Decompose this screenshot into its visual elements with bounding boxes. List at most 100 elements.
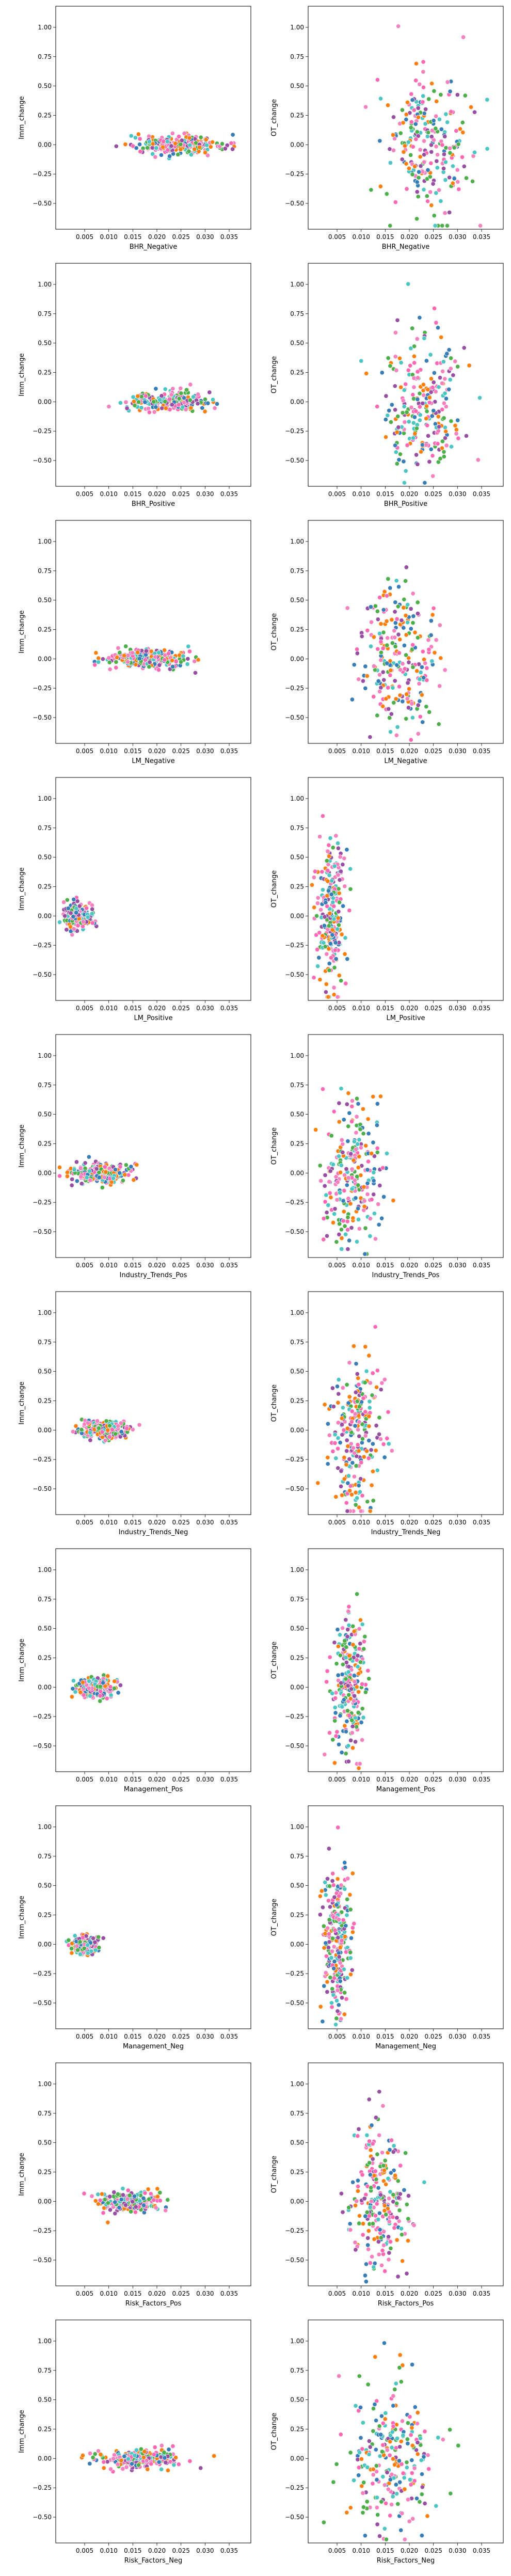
data-point (150, 151, 155, 156)
data-point (434, 320, 439, 325)
x-tick-label: 0.015 (376, 2290, 394, 2297)
x-axis-label: Management_Neg (375, 2043, 436, 2050)
y-tick-label: 0.25 (290, 369, 304, 376)
x-tick-label: 0.025 (424, 2290, 442, 2297)
data-point (349, 1687, 354, 1692)
data-point (317, 1912, 323, 1917)
axes-frame (308, 2062, 504, 2286)
data-point (163, 399, 168, 404)
data-point (391, 2143, 396, 2149)
data-point (441, 166, 446, 171)
data-point (329, 1949, 335, 1954)
data-point (102, 1175, 107, 1180)
x-tick-label: 0.005 (76, 1776, 93, 1783)
data-point (345, 1683, 350, 1689)
data-point (397, 452, 403, 457)
data-point (393, 354, 398, 359)
data-point (453, 423, 458, 428)
data-point (428, 142, 434, 148)
y-tick-label: 0.50 (38, 1625, 52, 1632)
data-point (330, 1878, 335, 1884)
x-tick-label: 0.030 (196, 748, 214, 755)
data-point (449, 444, 454, 449)
data-point (450, 164, 455, 169)
data-point (416, 115, 421, 120)
data-point (133, 135, 138, 140)
data-point (377, 2133, 382, 2138)
x-tick-label: 0.030 (196, 2033, 214, 2040)
data-point (129, 1164, 134, 1169)
data-point (339, 2016, 344, 2022)
data-point (397, 693, 403, 698)
data-point (344, 1462, 349, 1467)
x-tick-label: 0.010 (100, 2290, 117, 2297)
data-point (198, 135, 203, 140)
data-point (412, 630, 418, 635)
y-tick-label: 0.75 (290, 2110, 304, 2117)
data-point (332, 1718, 338, 1723)
data-point (418, 714, 423, 719)
data-point (346, 1664, 352, 1669)
data-point (157, 2190, 163, 2195)
axes-frame (55, 1034, 251, 1258)
data-point (329, 2000, 334, 2006)
data-point (104, 1419, 109, 1424)
data-point (356, 2126, 361, 2132)
data-point (369, 187, 374, 193)
data-point (70, 1686, 75, 1691)
data-point (331, 1966, 337, 1971)
x-axis-label: LM_Positive (386, 1014, 425, 1022)
data-point (417, 82, 422, 87)
data-point (322, 914, 327, 919)
data-point (425, 423, 430, 428)
data-point (117, 2205, 122, 2210)
data-point (69, 1946, 74, 1951)
data-point (400, 107, 405, 113)
data-point (106, 404, 111, 409)
data-point (336, 1644, 341, 1649)
data-point (402, 404, 407, 409)
data-point (354, 1096, 360, 1101)
y-tick-label: 0.00 (290, 1941, 304, 1948)
data-point (346, 1473, 352, 1478)
axes-frame (55, 1291, 251, 1515)
data-point (365, 1668, 371, 1673)
data-point (357, 1489, 362, 1494)
data-point (83, 1160, 88, 1166)
x-tick-label: 0.010 (352, 2033, 370, 2040)
data-point (444, 223, 450, 228)
data-point (396, 684, 402, 689)
y-tick-label: 0.00 (38, 1426, 52, 1434)
x-tick-label: 0.030 (196, 233, 214, 241)
data-point (368, 605, 373, 610)
data-point (348, 886, 353, 892)
data-point (100, 657, 105, 662)
data-point (396, 425, 401, 430)
data-point (336, 1436, 341, 1441)
data-point (393, 443, 398, 448)
data-point (326, 946, 331, 951)
data-point (425, 199, 430, 204)
data-point (404, 161, 409, 166)
data-point (107, 1423, 113, 1428)
data-point (414, 189, 420, 195)
data-point (147, 2197, 152, 2202)
data-point (440, 142, 445, 148)
data-point (186, 644, 191, 649)
data-point (155, 2186, 160, 2191)
data-point (364, 2133, 370, 2138)
data-point (355, 1653, 360, 1658)
data-point (134, 1162, 139, 1167)
data-point (137, 142, 142, 147)
data-point (196, 657, 201, 662)
data-point (385, 661, 390, 666)
data-point (107, 2207, 113, 2213)
y-axis-label: OT_change (270, 1642, 278, 1679)
x-tick-label: 0.025 (172, 1262, 189, 1269)
data-point (354, 1114, 359, 1119)
data-point (108, 1684, 113, 1690)
data-point (187, 135, 192, 140)
data-point (334, 1239, 339, 1245)
y-axis-label: OT_change (270, 2156, 278, 2193)
data-point (95, 2192, 101, 2197)
